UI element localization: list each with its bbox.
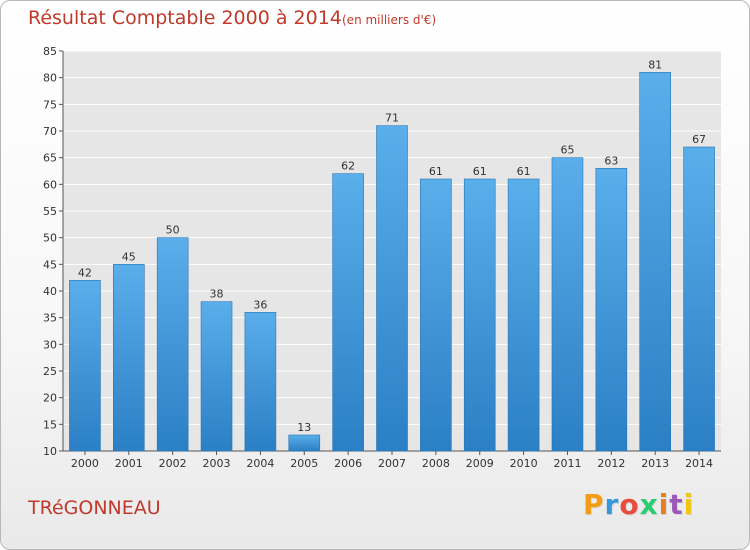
bar xyxy=(463,178,496,452)
bar xyxy=(551,157,584,452)
y-tick-label: 75 xyxy=(43,98,57,111)
y-tick-label: 85 xyxy=(43,45,57,58)
bar xyxy=(683,146,715,452)
data-label: 36 xyxy=(253,298,267,311)
x-tick-label: 2008 xyxy=(422,457,450,470)
x-tick-label: 2003 xyxy=(203,457,231,470)
logo-letter: x xyxy=(639,488,659,521)
bar xyxy=(507,178,540,452)
bar xyxy=(376,125,408,452)
x-tick-label: 2010 xyxy=(510,457,538,470)
y-tick-label: 40 xyxy=(43,285,57,298)
data-label: 13 xyxy=(297,421,311,434)
x-tick-label: 2012 xyxy=(597,457,625,470)
logo-letter: i xyxy=(683,488,695,521)
data-label: 61 xyxy=(473,165,487,178)
y-tick-label: 50 xyxy=(43,232,57,245)
bar xyxy=(244,312,277,452)
data-label: 71 xyxy=(385,112,399,125)
y-tick-label: 70 xyxy=(43,125,57,138)
y-tick-label: 60 xyxy=(43,178,57,191)
y-tick-label: 80 xyxy=(43,72,57,85)
chart-subtitle: (en milliers d'€) xyxy=(342,13,437,27)
data-label: 65 xyxy=(560,144,574,157)
y-tick-label: 65 xyxy=(43,152,57,165)
x-tick-label: 2014 xyxy=(685,457,713,470)
data-label: 62 xyxy=(341,160,355,173)
x-tick-label: 2004 xyxy=(246,457,274,470)
logo-letter: P xyxy=(583,488,605,521)
data-label: 42 xyxy=(78,266,92,279)
bar xyxy=(200,301,233,452)
data-label: 63 xyxy=(604,154,618,167)
bar xyxy=(156,237,189,452)
data-label: 67 xyxy=(692,133,706,146)
x-tick-label: 2007 xyxy=(378,457,406,470)
x-tick-label: 2006 xyxy=(334,457,362,470)
bar xyxy=(639,72,672,452)
y-tick-label: 25 xyxy=(43,365,57,378)
logo-letter: r xyxy=(604,488,620,521)
y-tick-label: 55 xyxy=(43,205,57,218)
proxiti-logo: Proxiti xyxy=(583,488,694,521)
data-label: 38 xyxy=(210,288,224,301)
data-label: 61 xyxy=(429,165,443,178)
y-tick-label: 45 xyxy=(43,258,57,271)
bar xyxy=(595,168,628,452)
bar xyxy=(288,434,321,452)
commune-name: TRéGONNEAU xyxy=(28,497,161,519)
bar xyxy=(69,280,101,452)
data-label: 61 xyxy=(517,165,531,178)
y-tick-label: 10 xyxy=(43,445,57,458)
logo-letter: o xyxy=(619,488,640,521)
y-tick-label: 35 xyxy=(43,312,57,325)
x-tick-label: 2013 xyxy=(641,457,669,470)
data-label: 45 xyxy=(122,250,136,263)
x-tick-label: 2011 xyxy=(553,457,581,470)
x-tick-label: 2005 xyxy=(290,457,318,470)
chart-title: Résultat Comptable 2000 à 2014 xyxy=(28,7,342,29)
y-tick-label: 30 xyxy=(43,338,57,351)
x-tick-label: 2002 xyxy=(159,457,187,470)
bar xyxy=(332,173,364,452)
bar xyxy=(113,264,145,452)
y-tick-label: 15 xyxy=(43,418,57,431)
data-label: 50 xyxy=(166,224,180,237)
logo-letter: i xyxy=(658,488,670,521)
x-tick-label: 2001 xyxy=(115,457,143,470)
x-tick-label: 2009 xyxy=(466,457,494,470)
y-tick-label: 20 xyxy=(43,392,57,405)
data-label: 81 xyxy=(648,58,662,71)
x-tick-label: 2000 xyxy=(71,457,99,470)
logo-letter: t xyxy=(669,488,684,521)
bar xyxy=(420,178,452,452)
